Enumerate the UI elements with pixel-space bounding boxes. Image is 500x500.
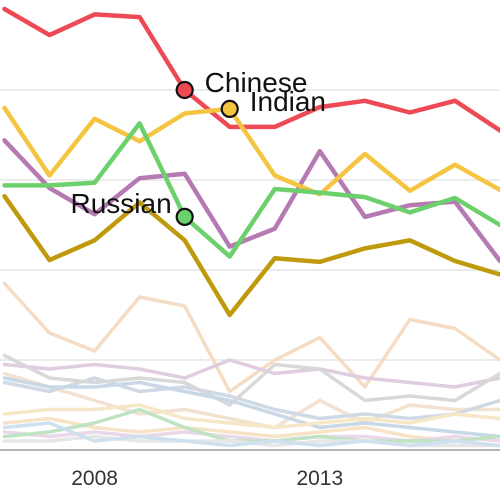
- x-tick-label: 2008: [71, 467, 118, 490]
- background-series: [2, 281, 500, 448]
- highlighted-series: [2, 6, 500, 318]
- chinese-label: Chinese: [205, 67, 308, 98]
- russian-series-line: [2, 121, 500, 259]
- background-series-line: [2, 376, 500, 439]
- chinese-series-line: [2, 6, 500, 133]
- series-line: [2, 193, 500, 318]
- indian-label: Indian: [250, 86, 326, 117]
- background-series-line: [2, 358, 500, 389]
- indian-series-line: [2, 105, 500, 197]
- background-series-line: [2, 407, 500, 443]
- series-markers: [175, 80, 239, 226]
- background-series-line: [2, 371, 500, 430]
- indian-marker: [220, 99, 239, 119]
- background-series-line: [2, 421, 500, 448]
- russian-marker: [175, 207, 194, 226]
- x-tick-label: 2013: [296, 467, 343, 490]
- background-series-line: [2, 403, 500, 430]
- background-series-line: [2, 281, 500, 394]
- x-axis-ticks: 2008 2013: [71, 467, 343, 490]
- gridlines: [0, 89, 500, 361]
- background-series-line: [2, 353, 500, 407]
- series-line: [2, 138, 500, 264]
- russian-label: Russian: [71, 188, 172, 219]
- chinese-marker: [175, 80, 194, 100]
